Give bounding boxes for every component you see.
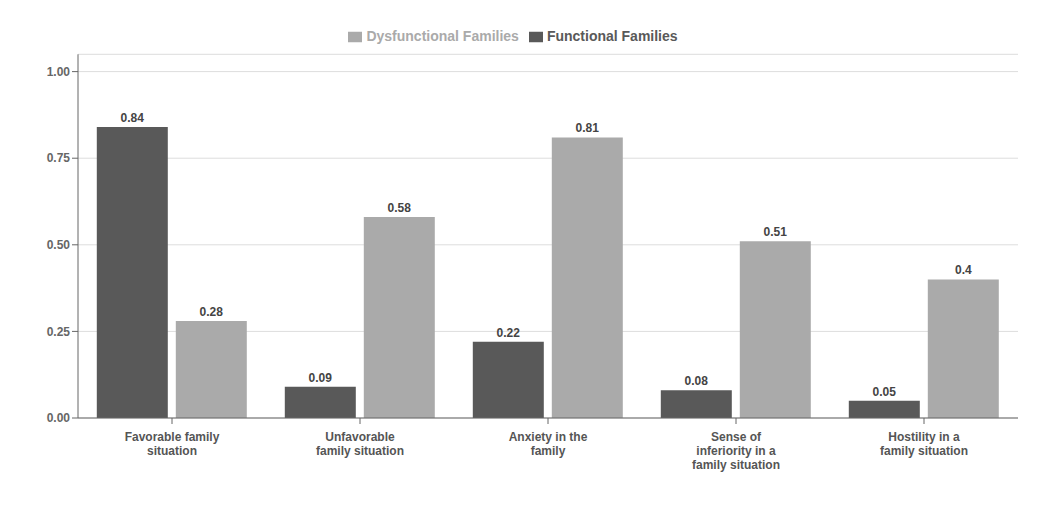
html-text:Dysfunctional Families: Dysfunctional Families (366, 28, 519, 44)
svg-text:Unfavorablefamily situation: Unfavorablefamily situation (316, 430, 404, 458)
svg-text:Anxiety in thefamily: Anxiety in thefamily (509, 430, 588, 458)
svg-text:0.25: 0.25 (47, 325, 71, 339)
svg-text:Hostility in afamily situation: Hostility in afamily situation (880, 430, 968, 458)
svg-text:Sense ofinferiority in afamily: Sense ofinferiority in afamily situation (692, 430, 780, 473)
svg-text:0.58: 0.58 (388, 201, 412, 215)
svg-text:0.50: 0.50 (47, 238, 71, 252)
svg-text:0.81: 0.81 (576, 121, 600, 135)
svg-text:0.09: 0.09 (309, 371, 333, 385)
svg-text:0.00: 0.00 (47, 411, 71, 425)
svg-text:0.84: 0.84 (121, 111, 145, 125)
svg-text:0.51: 0.51 (764, 225, 788, 239)
svg-text:0.28: 0.28 (200, 305, 224, 319)
svg-text:0.05: 0.05 (873, 385, 897, 399)
svg-text:0.22: 0.22 (497, 326, 521, 340)
svg-text:0.08: 0.08 (685, 374, 709, 388)
svg-text:0.75: 0.75 (47, 151, 71, 165)
svg-text:1.00: 1.00 (47, 65, 71, 79)
svg-text:Favorable familysituation: Favorable familysituation (125, 430, 220, 458)
svg-text:0.4: 0.4 (955, 263, 972, 277)
html-text:Functional Families: Functional Families (546, 28, 678, 44)
